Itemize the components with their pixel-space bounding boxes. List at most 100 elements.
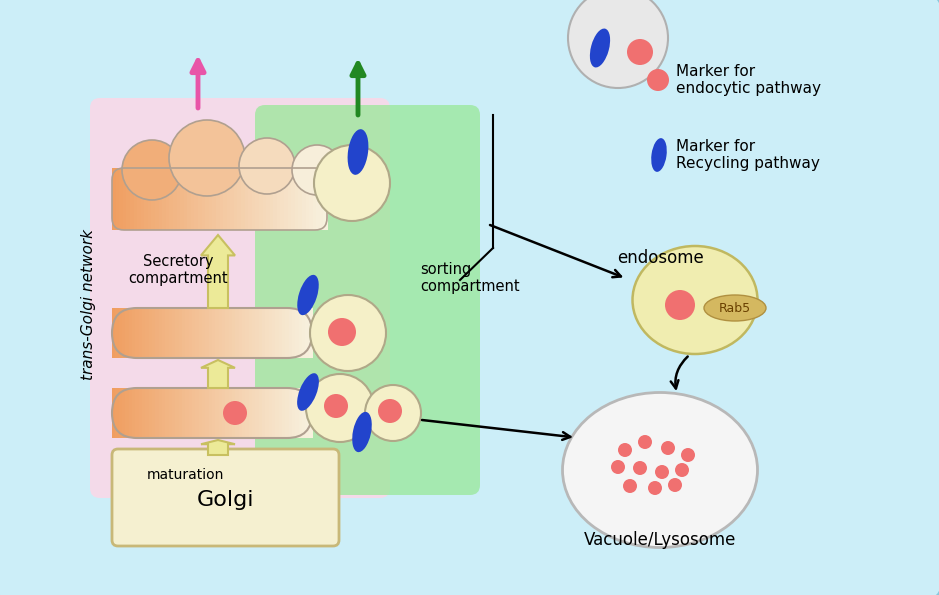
Bar bbox=[194, 168, 199, 230]
Bar bbox=[309, 388, 313, 438]
Bar bbox=[162, 308, 166, 358]
Circle shape bbox=[324, 394, 348, 418]
Bar bbox=[141, 168, 146, 230]
Bar bbox=[269, 308, 273, 358]
Bar bbox=[269, 168, 274, 230]
Bar bbox=[195, 308, 200, 358]
Circle shape bbox=[611, 460, 625, 474]
Circle shape bbox=[310, 295, 386, 371]
Bar bbox=[177, 168, 181, 230]
Circle shape bbox=[638, 435, 652, 449]
Bar bbox=[192, 388, 196, 438]
Bar bbox=[145, 168, 149, 230]
Text: maturation: maturation bbox=[146, 468, 223, 482]
Bar bbox=[146, 388, 149, 438]
FancyArrow shape bbox=[201, 440, 235, 455]
Bar bbox=[309, 308, 313, 358]
Circle shape bbox=[681, 448, 695, 462]
Bar bbox=[305, 388, 310, 438]
Circle shape bbox=[655, 465, 669, 479]
Bar bbox=[255, 388, 260, 438]
Circle shape bbox=[378, 399, 402, 423]
Bar bbox=[169, 168, 174, 230]
Bar bbox=[165, 308, 170, 358]
Bar bbox=[275, 388, 280, 438]
Circle shape bbox=[122, 140, 182, 200]
Bar bbox=[182, 388, 186, 438]
Circle shape bbox=[223, 401, 247, 425]
Bar bbox=[215, 388, 220, 438]
Bar bbox=[199, 388, 203, 438]
Text: Rab5: Rab5 bbox=[719, 302, 751, 315]
Circle shape bbox=[661, 441, 675, 455]
Bar bbox=[223, 168, 227, 230]
Bar bbox=[173, 168, 177, 230]
Bar bbox=[313, 168, 317, 230]
Bar bbox=[132, 308, 136, 358]
Bar bbox=[225, 388, 230, 438]
Bar bbox=[155, 308, 160, 358]
Bar bbox=[282, 388, 286, 438]
Bar bbox=[115, 308, 119, 358]
Bar bbox=[273, 168, 278, 230]
Circle shape bbox=[306, 374, 374, 442]
Text: Vacuole/Lysosome: Vacuole/Lysosome bbox=[584, 531, 736, 549]
Bar bbox=[132, 388, 136, 438]
Bar bbox=[222, 388, 226, 438]
Bar bbox=[302, 308, 306, 358]
Ellipse shape bbox=[347, 129, 368, 175]
Bar bbox=[146, 308, 149, 358]
Text: Marker for
Recycling pathway: Marker for Recycling pathway bbox=[676, 139, 820, 171]
Bar bbox=[115, 388, 119, 438]
Bar bbox=[199, 308, 203, 358]
Text: Secretory
compartment: Secretory compartment bbox=[129, 254, 228, 286]
Circle shape bbox=[668, 478, 682, 492]
Bar bbox=[198, 168, 203, 230]
Circle shape bbox=[292, 145, 342, 195]
Bar bbox=[212, 168, 217, 230]
Bar bbox=[133, 168, 138, 230]
Bar bbox=[155, 388, 160, 438]
Bar bbox=[279, 388, 283, 438]
Bar bbox=[309, 168, 314, 230]
Bar bbox=[208, 308, 213, 358]
Bar bbox=[229, 308, 233, 358]
Bar bbox=[185, 308, 190, 358]
Bar bbox=[305, 168, 310, 230]
Bar bbox=[299, 308, 303, 358]
Bar bbox=[155, 168, 160, 230]
Bar bbox=[208, 388, 213, 438]
Circle shape bbox=[618, 443, 632, 457]
Text: endosome: endosome bbox=[617, 249, 703, 267]
Circle shape bbox=[568, 0, 668, 88]
Circle shape bbox=[675, 463, 689, 477]
Bar bbox=[178, 308, 183, 358]
Ellipse shape bbox=[562, 393, 758, 547]
Bar bbox=[255, 168, 260, 230]
Bar bbox=[249, 388, 253, 438]
Ellipse shape bbox=[590, 29, 610, 67]
Bar bbox=[295, 168, 300, 230]
Bar bbox=[252, 388, 256, 438]
Bar bbox=[296, 308, 300, 358]
Bar bbox=[239, 308, 243, 358]
Bar bbox=[222, 308, 226, 358]
Bar bbox=[176, 388, 179, 438]
Bar bbox=[142, 388, 146, 438]
Bar bbox=[245, 308, 250, 358]
Bar bbox=[205, 168, 209, 230]
Circle shape bbox=[648, 481, 662, 495]
Bar bbox=[159, 308, 163, 358]
Bar bbox=[291, 168, 296, 230]
Text: trans-Golgi network: trans-Golgi network bbox=[81, 230, 96, 380]
Bar bbox=[263, 168, 267, 230]
Bar bbox=[187, 168, 192, 230]
Bar bbox=[299, 168, 303, 230]
Bar bbox=[202, 308, 207, 358]
Bar bbox=[285, 388, 289, 438]
Circle shape bbox=[314, 145, 390, 221]
Bar bbox=[275, 308, 280, 358]
Bar bbox=[112, 308, 116, 358]
Bar bbox=[262, 308, 267, 358]
Bar bbox=[202, 168, 207, 230]
